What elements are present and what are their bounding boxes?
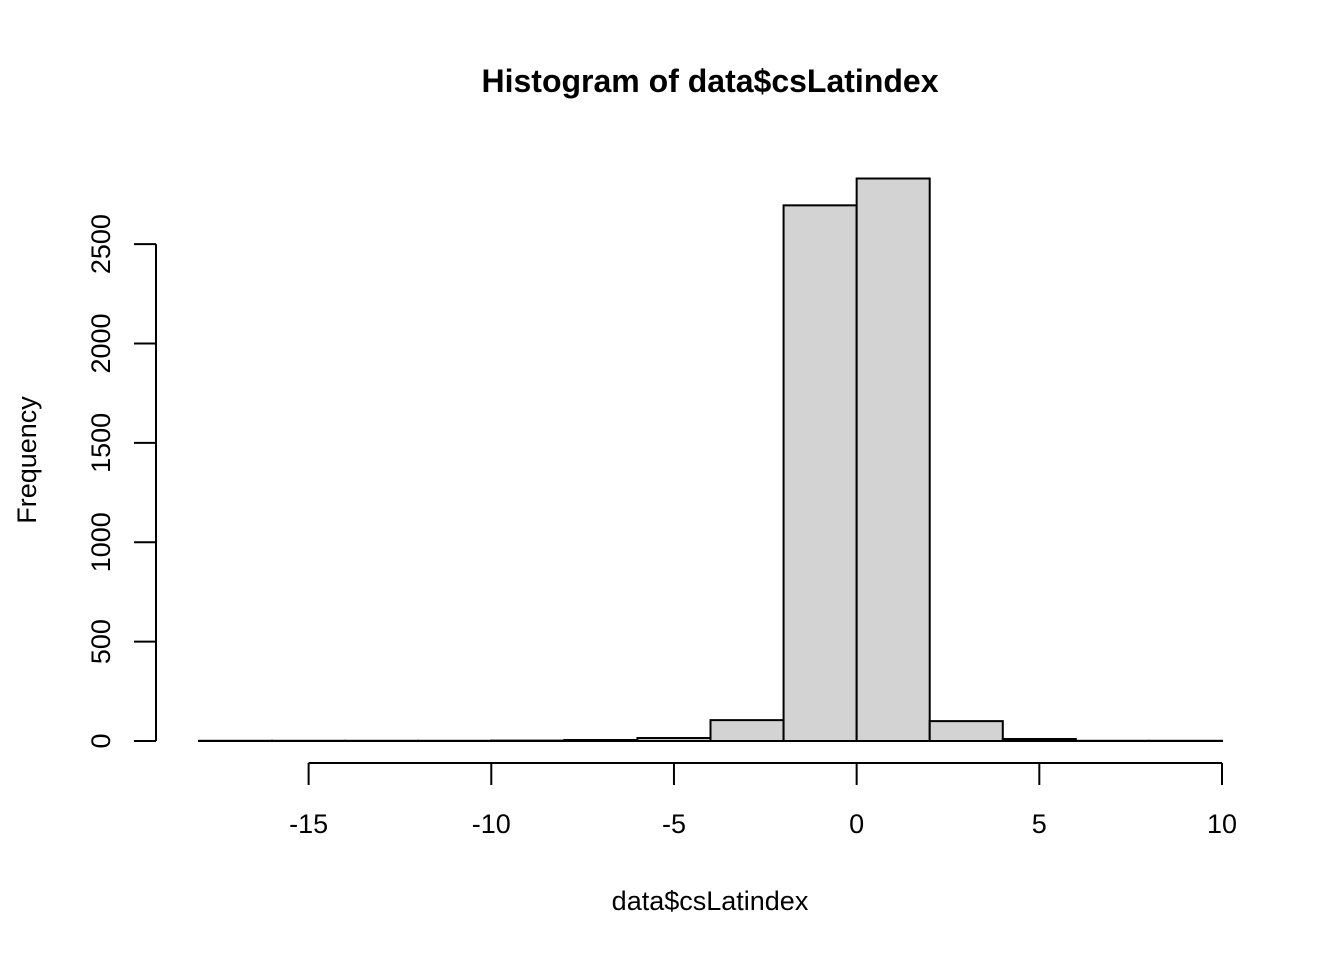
histogram-bar bbox=[782, 204, 858, 742]
y-tick-label: 2500 bbox=[86, 214, 116, 274]
x-axis: -15 -10 -5 0 5 10 bbox=[289, 762, 1237, 839]
histogram-bar bbox=[855, 177, 931, 742]
y-tick-label: 0 bbox=[86, 733, 116, 748]
bars-group bbox=[198, 177, 1224, 743]
x-tick-label: 0 bbox=[849, 809, 864, 839]
y-tick-label: 1000 bbox=[86, 512, 116, 572]
chart-title: Histogram of data$csLatindex bbox=[482, 63, 939, 99]
y-tick-label: 2000 bbox=[86, 313, 116, 373]
histogram-bar bbox=[709, 719, 785, 742]
histogram-bar bbox=[563, 739, 639, 743]
x-tick-label: 10 bbox=[1207, 809, 1237, 839]
histogram-bar bbox=[1001, 738, 1077, 742]
x-tick-label: 5 bbox=[1032, 809, 1047, 839]
x-tick-label: -5 bbox=[662, 809, 686, 839]
x-tick-label: -10 bbox=[472, 809, 511, 839]
x-axis-label: data$csLatindex bbox=[612, 886, 809, 916]
histogram-bar bbox=[928, 720, 1004, 743]
y-axis-label: Frequency bbox=[12, 396, 42, 524]
histogram-bar bbox=[636, 737, 712, 743]
y-tick-label: 500 bbox=[86, 619, 116, 664]
x-tick-label: -15 bbox=[289, 809, 328, 839]
y-tick-label: 1500 bbox=[86, 413, 116, 473]
y-axis: 0 500 1000 1500 2000 2500 bbox=[86, 214, 157, 749]
